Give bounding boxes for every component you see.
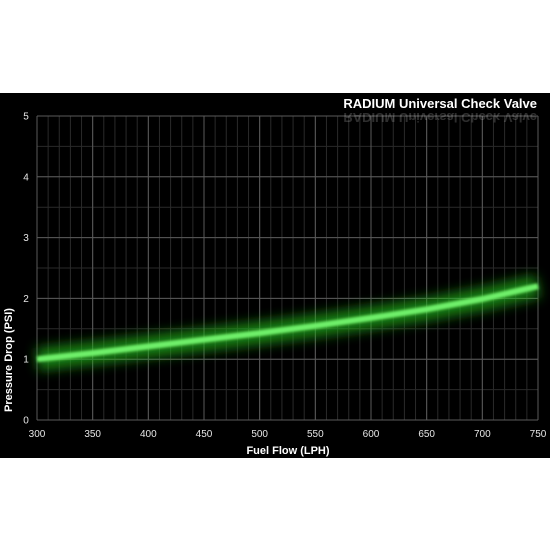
y-tick-label: 3	[23, 233, 29, 244]
x-tick-label: 700	[474, 429, 491, 440]
x-axis-title: Fuel Flow (LPH)	[246, 445, 329, 457]
pressure-drop-chart: 300 350 400 450 500 550 600 650 700 750 0 1 2 3 4 5 RA…	[3, 96, 547, 457]
x-tick-label: 600	[363, 429, 380, 440]
x-tick-label: 400	[140, 429, 157, 440]
y-tick-label: 1	[23, 355, 29, 366]
x-tick-label: 750	[530, 429, 547, 440]
minor-gridlines	[36, 115, 539, 421]
y-axis-title: Pressure Drop (PSI)	[3, 308, 15, 412]
y-tick-labels: 0 1 2 3 4 5	[23, 112, 29, 427]
x-tick-label: 450	[196, 429, 213, 440]
x-tick-label: 500	[251, 429, 268, 440]
x-tick-label: 650	[418, 429, 435, 440]
y-tick-label: 4	[23, 172, 29, 183]
y-tick-label: 5	[23, 112, 29, 123]
chart-frame: 300 350 400 450 500 550 600 650 700 750 0 1 2 3 4 5 RA…	[0, 93, 550, 458]
chart-title: RADIUM Universal Check Valve	[343, 96, 537, 111]
x-tick-labels: 300 350 400 450 500 550 600 650 700 750	[29, 429, 547, 440]
y-tick-label: 2	[23, 294, 29, 305]
series-layer	[35, 275, 541, 371]
x-tick-label: 350	[84, 429, 101, 440]
y-tick-label: 0	[23, 416, 29, 427]
chart-title-reflection: RADIUM Universal Check Valve	[343, 110, 537, 125]
series-line	[36, 283, 539, 363]
x-tick-label: 300	[29, 429, 46, 440]
x-tick-label: 550	[307, 429, 324, 440]
